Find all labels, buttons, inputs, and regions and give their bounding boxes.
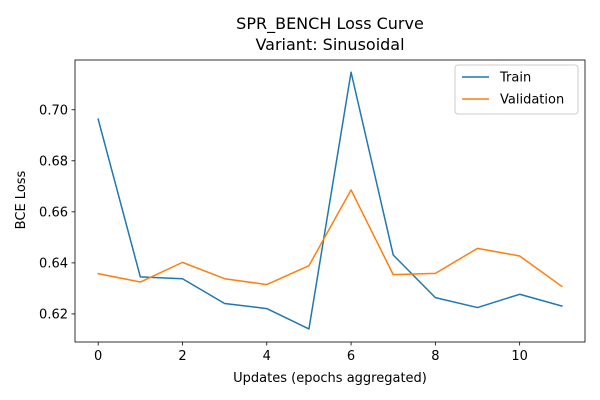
series-line-validation — [97, 189, 563, 288]
axes-frame — [74, 59, 586, 343]
legend-label-train: Train — [499, 71, 531, 86]
y-tick-label: 0.62 — [39, 307, 68, 322]
legend: Train Validation — [454, 64, 579, 115]
x-tick-label: 8 — [431, 349, 439, 364]
y-axis-ticks: 0.62 0.64 0.66 0.68 0.70 — [39, 103, 75, 322]
legend-label-validation: Validation — [500, 93, 564, 108]
series-layer — [97, 71, 563, 330]
x-tick-label: 10 — [511, 349, 528, 364]
x-axis-label: Updates (epochs aggregated) — [233, 371, 427, 386]
series-line-train — [97, 71, 563, 330]
chart-subtitle: Variant: Sinusoidal — [255, 35, 404, 54]
y-tick-label: 0.70 — [39, 103, 68, 118]
axes-spines — [74, 59, 586, 343]
y-tick-label: 0.64 — [39, 256, 68, 271]
chart-title: SPR_BENCH Loss Curve — [236, 14, 424, 34]
x-tick-label: 2 — [178, 349, 186, 364]
x-tick-label: 4 — [263, 349, 271, 364]
x-axis-ticks: 0 2 4 6 8 10 — [94, 342, 528, 364]
y-tick-label: 0.66 — [39, 205, 68, 220]
y-tick-label: 0.68 — [39, 154, 68, 169]
x-tick-label: 0 — [94, 349, 102, 364]
y-axis-label: BCE Loss — [14, 170, 29, 229]
x-tick-label: 6 — [347, 349, 355, 364]
